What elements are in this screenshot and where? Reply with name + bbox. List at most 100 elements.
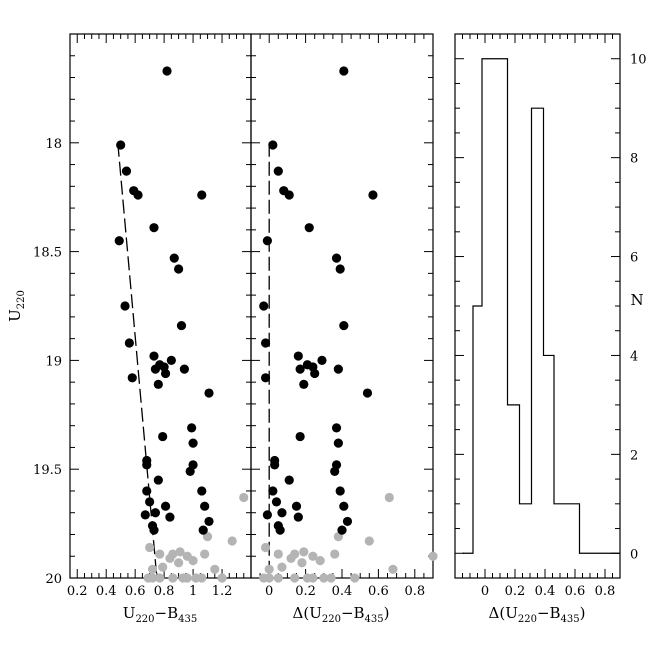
- data-point: [204, 516, 214, 527]
- data-point: [299, 379, 309, 389]
- x-tick-label: 0.6: [368, 584, 389, 599]
- data-point: [197, 190, 207, 200]
- x-tick-label: 0.8: [154, 584, 175, 599]
- y-tick-label: 19: [45, 354, 62, 369]
- histogram-bin: [520, 504, 532, 553]
- data-point: [291, 501, 302, 511]
- y-tick-label: 18.5: [33, 246, 62, 261]
- data-point: [293, 351, 303, 361]
- faint-data-point: [147, 573, 158, 583]
- data-point: [204, 388, 214, 398]
- x-tick-label: 1: [189, 584, 197, 599]
- data-point: [150, 508, 161, 518]
- data-point: [165, 512, 175, 522]
- faint-data-point: [145, 542, 155, 553]
- data-point: [260, 373, 271, 383]
- y-tick-label: 20: [45, 572, 62, 587]
- x-tick-label: 0.2: [505, 584, 526, 599]
- data-point: [140, 510, 150, 520]
- data-point: [179, 364, 189, 374]
- faint-data-point: [350, 573, 360, 583]
- data-point: [310, 368, 320, 379]
- left-panel: 0.2 0.4 0.6 0.8 1 1.2 18 18.5 19 19.5 20: [33, 33, 252, 599]
- faint-data-point: [158, 562, 168, 572]
- faint-data-point: [168, 573, 178, 583]
- faint-data-point: [260, 542, 271, 553]
- data-point: [169, 253, 179, 263]
- faint-data-point: [330, 549, 340, 559]
- data-point: [339, 501, 349, 511]
- data-point: [200, 501, 210, 511]
- faint-data-point: [315, 555, 325, 566]
- histogram-bin: [554, 504, 580, 553]
- data-point: [335, 264, 345, 274]
- data-point: [259, 301, 269, 311]
- data-point: [145, 497, 155, 507]
- histogram-bin: [544, 355, 555, 553]
- faint-data-point: [155, 549, 165, 559]
- faint-data-point: [200, 549, 210, 559]
- data-point: [127, 373, 137, 383]
- middle-x-axis-label: Δ(U220−B435): [293, 604, 390, 625]
- faint-data-point: [388, 564, 398, 574]
- plot-frame: [69, 33, 252, 579]
- data-point: [142, 486, 152, 496]
- x-tick-label: 0.2: [67, 584, 88, 599]
- y-tick-label: 0: [630, 547, 638, 562]
- y-tick-label: 6: [630, 251, 638, 266]
- faint-data-point: [384, 492, 394, 503]
- data-point: [304, 223, 314, 233]
- data-point: [262, 510, 272, 520]
- right-panel: 0 0.2 0.4 0.6 0.8 0 2 4 6 8 10: [454, 33, 647, 599]
- data-point: [331, 460, 342, 470]
- data-point: [198, 525, 208, 535]
- x-tick-label: 0.4: [535, 584, 556, 599]
- faint-data-point: [319, 573, 329, 583]
- data-point: [333, 438, 343, 448]
- data-point: [260, 338, 271, 348]
- faint-data-point: [264, 573, 274, 583]
- histogram-steps: [462, 58, 620, 554]
- data-point: [114, 236, 124, 246]
- right-x-axis-label: Δ(U220−B435): [489, 604, 586, 625]
- faint-data-point: [210, 564, 220, 574]
- data-point: [368, 190, 378, 200]
- x-tick-label: 0.2: [295, 584, 316, 599]
- faint-data-point: [299, 547, 309, 557]
- y-tick-label: 4: [630, 349, 638, 364]
- data-point: [174, 264, 184, 274]
- data-point: [149, 223, 159, 233]
- data-point: [188, 438, 198, 448]
- data-point: [121, 166, 132, 176]
- data-point: [337, 525, 347, 535]
- x-tick-label: 1.2: [212, 584, 233, 599]
- left-y-axis-label: U220: [6, 290, 27, 322]
- faint-data-point: [165, 553, 175, 564]
- data-point: [160, 501, 171, 511]
- data-point: [149, 525, 159, 535]
- data-point: [153, 379, 163, 389]
- x-tick-label: 0.4: [96, 584, 117, 599]
- faint-data-point: [217, 573, 227, 583]
- faint-data-point: [155, 573, 165, 583]
- data-point: [362, 388, 373, 398]
- faint-data-point: [273, 573, 283, 583]
- faint-data-point: [308, 573, 318, 583]
- data-point: [342, 516, 353, 527]
- faint-data-point: [264, 564, 274, 574]
- y-tick-label: 10: [630, 53, 647, 68]
- data-point: [273, 166, 283, 176]
- faint-data-point: [308, 551, 318, 561]
- data-point: [284, 475, 294, 485]
- faint-data-point: [364, 536, 374, 546]
- faint-data-point: [197, 573, 207, 583]
- data-point: [335, 486, 345, 496]
- x-tick-label: 0.8: [404, 584, 425, 599]
- data-point: [295, 431, 305, 442]
- data-point: [331, 253, 342, 263]
- faint-data-point: [147, 564, 158, 574]
- faint-data-point: [290, 573, 300, 583]
- histogram-bin: [473, 306, 482, 553]
- data-point: [116, 140, 126, 150]
- data-point: [158, 431, 168, 442]
